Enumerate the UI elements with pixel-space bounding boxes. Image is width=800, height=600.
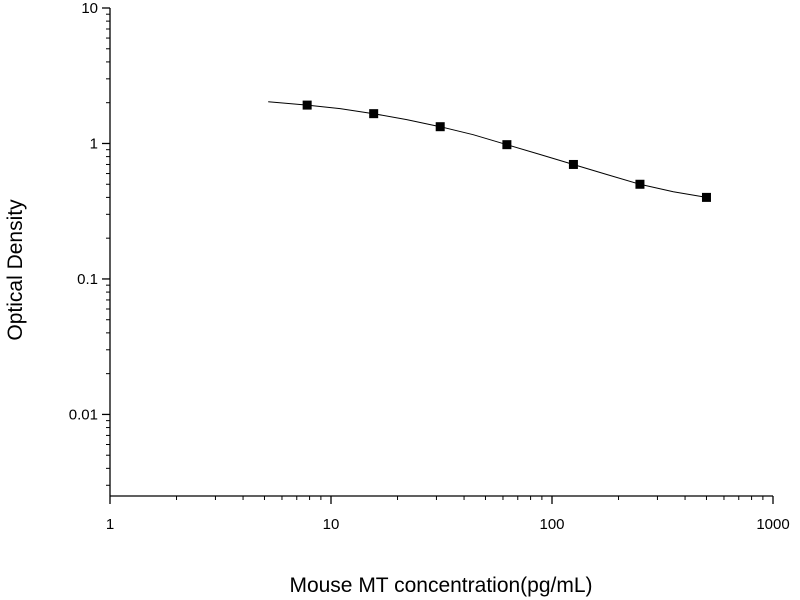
data-point-marker (701, 192, 711, 202)
data-points-group (302, 100, 711, 202)
data-point-marker (369, 109, 379, 119)
chart-ticks (102, 7, 774, 504)
data-point-marker (635, 179, 645, 189)
y-tick-label: 0.1 (77, 271, 98, 288)
x-axis-title: Mouse MT concentration(pg/mL) (289, 574, 592, 597)
x-tick-label: 10 (323, 516, 340, 533)
data-point-marker (435, 122, 445, 132)
x-tick-label: 1 (106, 516, 114, 533)
y-axis-title: Optical Density (4, 199, 27, 341)
data-point-marker (568, 159, 578, 169)
y-tick-label: 0.01 (69, 406, 98, 423)
y-tick-label: 10 (81, 0, 98, 17)
fitted-curve-line (268, 101, 707, 198)
x-tick-label: 100 (539, 516, 564, 533)
chart-labels: 1 10 100 1000 10 1 0.1 0.01 (69, 0, 790, 533)
y-tick-label: 1 (90, 135, 98, 152)
chart-axes (109, 8, 773, 497)
data-point-marker (302, 100, 312, 110)
fitted-curve-group (268, 101, 707, 198)
data-point-marker (502, 140, 512, 150)
x-tick-label: 1000 (756, 516, 789, 533)
